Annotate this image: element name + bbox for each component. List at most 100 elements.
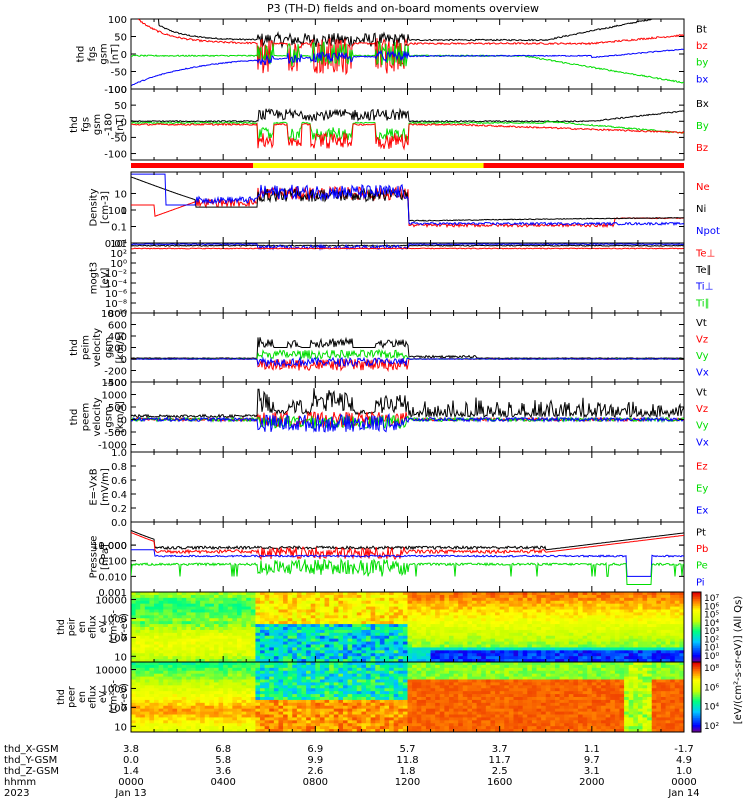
heatmap-cell: [596, 659, 602, 662]
heatmap-cell: [342, 618, 349, 622]
heatmap-cell: [366, 647, 372, 651]
heatmap-cell: [246, 600, 252, 605]
heatmap-cell: [481, 632, 487, 637]
heatmap-cell: [315, 612, 321, 616]
heatmap-cell: [319, 597, 326, 602]
heatmap-cell: [596, 612, 602, 616]
heatmap-cell: [665, 627, 671, 631]
heatmap-cell: [601, 615, 607, 619]
heatmap-cell: [135, 697, 141, 701]
heatmap-cell: [379, 676, 386, 681]
heatmap-cell: [154, 702, 160, 707]
heatmap-cell: [232, 685, 238, 689]
heatmap-cell: [379, 594, 386, 599]
heatmap-cell: [310, 682, 316, 686]
heatmap-cell: [605, 609, 611, 614]
heatmap-cell: [177, 597, 183, 602]
heatmap-cell: [665, 650, 671, 654]
heatmap-cell: [264, 615, 270, 619]
heatmap-cell: [140, 679, 146, 684]
heatmap-cell: [329, 659, 335, 662]
heatmap-cell: [200, 594, 206, 599]
heatmap-cell: [564, 635, 570, 640]
heatmap-cell: [218, 702, 224, 707]
heatmap-cell: [439, 647, 445, 651]
heatmap-cell: [564, 603, 570, 608]
heatmap-cell: [430, 627, 436, 631]
heatmap-cell: [338, 618, 344, 622]
heatmap-cell: [269, 612, 275, 616]
heatmap-cell: [425, 644, 432, 649]
heatmap-cell: [656, 641, 662, 646]
heatmap-cell: [154, 694, 160, 698]
heatmap-cell: [149, 653, 155, 657]
heatmap-cell: [444, 632, 450, 637]
heatmap-cell: [149, 702, 155, 707]
heatmap-cell: [407, 600, 413, 605]
heatmap-cell: [310, 676, 316, 681]
heatmap-cell: [554, 615, 561, 619]
heatmap-cell: [435, 650, 441, 654]
heatmap-cell: [250, 667, 257, 672]
heatmap-cell: [241, 694, 247, 698]
heatmap-cell: [352, 688, 358, 692]
heatmap-cell: [200, 624, 206, 628]
heatmap-cell: [573, 638, 579, 643]
heatmap-cell: [379, 697, 386, 701]
heatmap-cell: [398, 629, 404, 634]
heatmap-cell: [255, 609, 261, 614]
heatmap-cell: [393, 638, 399, 643]
y-axis-label: peir: [67, 618, 78, 637]
heatmap-cell: [223, 691, 229, 695]
heatmap-cell: [227, 702, 233, 707]
heatmap-cell: [356, 638, 363, 643]
heatmap-cell: [131, 629, 137, 634]
y-axis-label: en: [77, 621, 88, 633]
heatmap-cell: [292, 676, 298, 681]
heatmap-cell: [209, 664, 215, 669]
heatmap-cell: [476, 656, 482, 660]
heatmap-cell: [204, 711, 210, 716]
heatmap-cell: [273, 618, 280, 622]
heatmap-cell: [209, 612, 215, 616]
heatmap-cell: [264, 708, 270, 713]
heatmap-cell: [329, 656, 335, 660]
heatmap-cell: [587, 597, 593, 602]
heatmap-cell: [154, 667, 160, 672]
heatmap-cell: [213, 618, 220, 622]
heatmap-cell: [204, 697, 210, 701]
heatmap-cell: [255, 600, 261, 605]
heatmap-cell: [200, 597, 206, 602]
heatmap-cell: [384, 702, 390, 707]
heatmap-cell: [407, 644, 413, 649]
heatmap-cell: [402, 592, 409, 596]
heatmap-cell: [674, 627, 680, 631]
y-axis-label: peem: [81, 403, 92, 431]
heatmap-cell: [324, 647, 330, 651]
heatmap-cell: [260, 627, 266, 631]
heatmap-cell: [232, 592, 238, 596]
heatmap-cell: [260, 667, 266, 672]
heatmap-cell: [241, 600, 247, 605]
heatmap-cell: [384, 603, 390, 608]
heatmap-cell: [633, 621, 639, 625]
heatmap-cell: [430, 618, 436, 622]
heatmap-cell: [633, 650, 639, 654]
legend-Vx: Vx: [696, 367, 709, 378]
heatmap-cell: [154, 711, 160, 716]
heatmap-cell: [342, 720, 349, 724]
heatmap-cell: [296, 723, 303, 727]
heatmap-cell: [651, 612, 657, 616]
heatmap-cell: [578, 606, 584, 611]
heatmap-cell: [578, 594, 584, 599]
heatmap-cell: [458, 603, 464, 608]
heatmap-cell: [366, 650, 372, 654]
heatmap-cell: [200, 729, 206, 732]
heatmap-cell: [352, 726, 358, 730]
heatmap-cell: [628, 656, 634, 660]
heatmap-cell: [131, 726, 137, 730]
heatmap-cell: [135, 615, 141, 619]
heatmap-cell: [412, 650, 418, 654]
heatmap-cell: [144, 685, 151, 689]
heatmap-cell: [181, 612, 187, 616]
